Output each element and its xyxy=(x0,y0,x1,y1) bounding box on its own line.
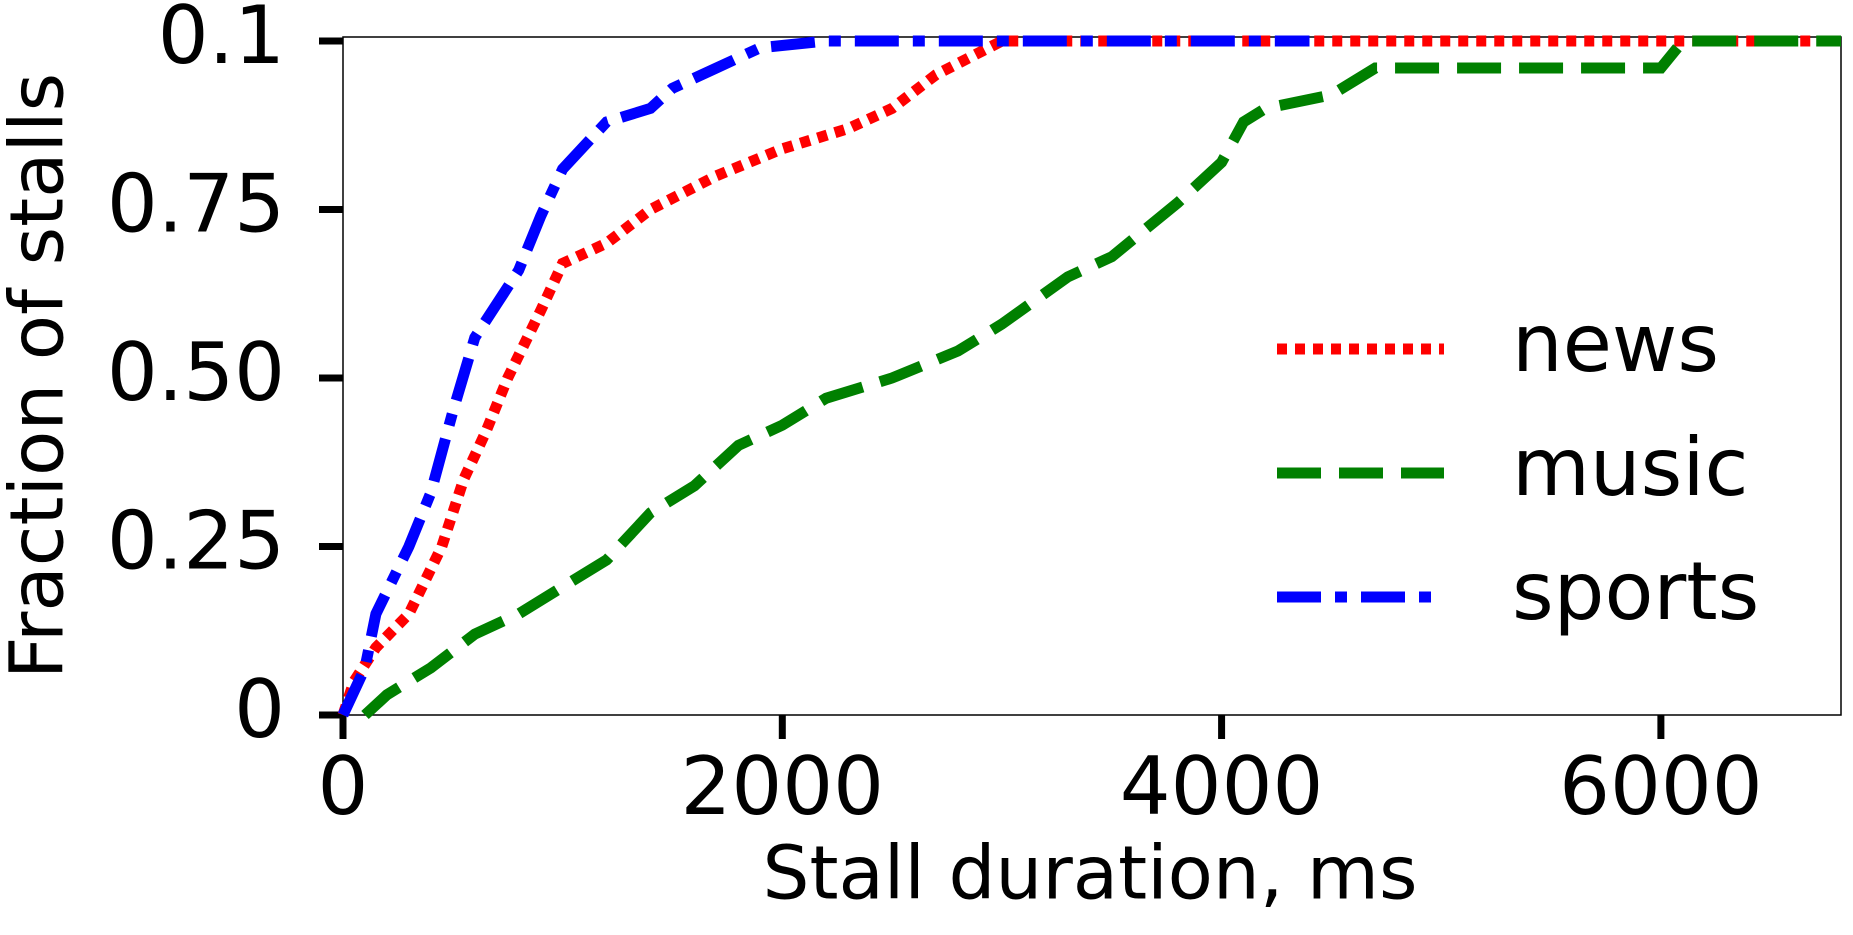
legend-label: sports xyxy=(1512,545,1759,638)
y-tick-label: 0.50 xyxy=(107,326,285,419)
legend-label: news xyxy=(1512,297,1719,390)
x-tick-label: 0 xyxy=(318,740,369,833)
y-tick-label: 0.1 xyxy=(158,0,285,82)
x-tick-label: 4000 xyxy=(1120,740,1324,833)
series-line xyxy=(361,35,1841,720)
x-tick-label: 6000 xyxy=(1559,740,1763,833)
y-tick-label: 0 xyxy=(234,663,285,756)
y-axis-title: Fraction of stalls xyxy=(0,73,81,679)
x-tick-label: 2000 xyxy=(680,740,884,833)
series-line xyxy=(338,35,1310,718)
y-tick-label: 0.25 xyxy=(107,494,285,587)
y-tick-label: 0.75 xyxy=(107,157,285,250)
x-axis-title: Stall duration, ms xyxy=(762,831,1417,917)
series-line xyxy=(337,35,1841,717)
legend-label: music xyxy=(1512,421,1749,514)
